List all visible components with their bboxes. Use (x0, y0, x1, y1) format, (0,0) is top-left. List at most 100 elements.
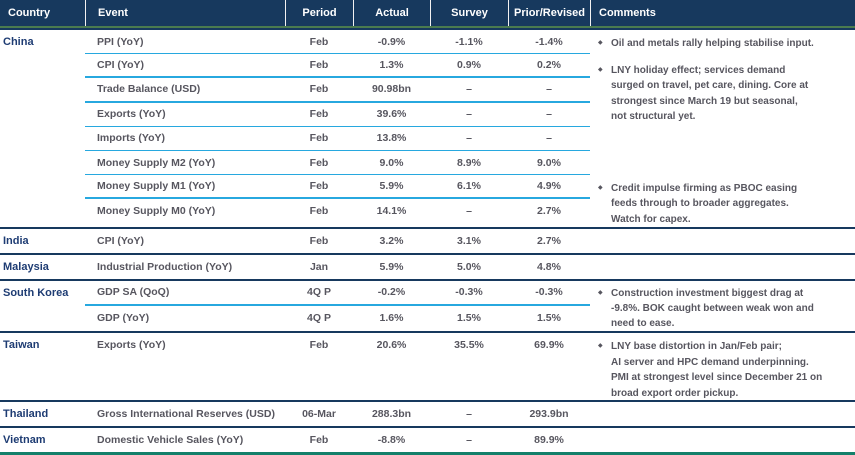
prior-cell: – (546, 108, 552, 121)
comment-text: Credit impulse firming as PBOC easing fe… (611, 182, 798, 225)
table-row: PPI (YoY) Feb -0.9% -1.1% -1.4% (85, 30, 590, 55)
col-header-actual: Actual (353, 0, 430, 27)
col-header-survey: Survey (430, 0, 508, 27)
comment-item: ◆ LNY holiday effect; services demand su… (598, 63, 851, 125)
actual-cell: 1.6% (379, 311, 404, 324)
prior-cell: -1.4% (535, 35, 563, 48)
table-row: Industrial Production (YoY) Jan 5.9% 5.0… (85, 255, 590, 279)
comment-item: ◆ Construction investment biggest drag a… (598, 286, 851, 331)
event-cell: GDP SA (QoQ) (97, 286, 170, 299)
table-row: Imports (YoY) Feb 13.8% – – (85, 127, 590, 151)
survey-cell: 6.1% (457, 180, 481, 193)
period-cell: Feb (309, 132, 329, 145)
bullet-diamond-icon: ◆ (598, 184, 603, 191)
event-cell: Money Supply M1 (YoY) (97, 180, 216, 193)
prior-cell: 4.9% (537, 180, 561, 193)
period-cell: 4Q P (307, 311, 331, 324)
period-cell: 06-Mar (302, 408, 336, 420)
event-cell: CPI (YoY) (97, 59, 145, 72)
survey-cell: 0.9% (457, 59, 481, 72)
period-cell: Jan (309, 261, 329, 273)
event-cell: Exports (YoY) (97, 339, 166, 352)
survey-cell: -0.3% (455, 286, 483, 299)
prior-cell: -0.3% (535, 286, 563, 299)
col-header-prior: Prior/Revised (508, 0, 590, 27)
survey-cell: 35.5% (454, 339, 484, 352)
prior-cell: 69.9% (534, 339, 564, 352)
country-label: Vietnam (3, 434, 46, 446)
bullet-diamond-icon: ◆ (598, 40, 603, 46)
period-cell: Feb (309, 156, 329, 169)
country-group-taiwan: Taiwan Exports (YoY) Feb 20.6% 35.5% 69.… (0, 331, 855, 400)
actual-cell: 5.9% (379, 261, 404, 273)
col-header-period: Period (285, 0, 353, 27)
actual-cell: 288.3bn (371, 408, 412, 420)
comments-cell: ◆ Oil and metals rally helping stabilise… (590, 30, 855, 227)
period-cell: Feb (309, 180, 329, 193)
table-row: Exports (YoY) Feb 20.6% 35.5% 69.9% (85, 333, 590, 358)
actual-cell: 5.9% (379, 180, 404, 193)
country-group-south-korea: South Korea GDP SA (QoQ) 4Q P -0.2% -0.3… (0, 279, 855, 331)
survey-cell: 8.9% (457, 156, 481, 169)
comments-cell: ◆ LNY base distortion in Jan/Feb pair; A… (590, 333, 855, 401)
comment-item: ◆ LNY base distortion in Jan/Feb pair; A… (598, 339, 851, 401)
event-cell: Exports (YoY) (97, 108, 166, 121)
country-label: China (3, 36, 34, 48)
table-row: Trade Balance (USD) Feb 90.98bn – – (85, 78, 590, 103)
event-cell: Trade Balance (USD) (97, 83, 201, 96)
actual-cell: -0.9% (377, 35, 406, 48)
event-cell: Gross International Reserves (USD) (97, 408, 275, 420)
survey-cell: – (466, 434, 472, 446)
survey-cell: – (466, 205, 472, 218)
period-cell: Feb (309, 35, 329, 48)
survey-cell: – (466, 132, 472, 145)
comments-cell (590, 229, 855, 253)
table-row: Money Supply M1 (YoY) Feb 5.9% 6.1% 4.9% (85, 175, 590, 200)
comment-item: ◆ Credit impulse firming as PBOC easing … (598, 181, 851, 228)
actual-cell: -8.8% (377, 434, 406, 446)
event-cell: Domestic Vehicle Sales (YoY) (97, 434, 244, 446)
table-row: Money Supply M0 (YoY) Feb 14.1% – 2.7% (85, 199, 590, 223)
period-cell: Feb (309, 339, 329, 352)
table-row: Money Supply M2 (YoY) Feb 9.0% 8.9% 9.0% (85, 151, 590, 176)
period-cell: Feb (309, 83, 329, 96)
country-label: Malaysia (3, 261, 49, 273)
event-cell: CPI (YoY) (97, 235, 145, 247)
event-cell: Imports (YoY) (97, 132, 166, 145)
comment-text: Oil and metals rally helping stabilise i… (611, 38, 814, 49)
period-cell: Feb (309, 205, 329, 218)
event-rows: Exports (YoY) Feb 20.6% 35.5% 69.9% (85, 333, 590, 401)
event-cell: Money Supply M2 (YoY) (97, 156, 216, 169)
actual-cell: 3.2% (379, 235, 404, 247)
actual-cell: 20.6% (376, 339, 407, 352)
actual-cell: 90.98bn (371, 83, 412, 96)
event-rows: Industrial Production (YoY) Jan 5.9% 5.0… (85, 255, 590, 279)
table-row: Gross International Reserves (USD) 06-Ma… (85, 402, 590, 426)
prior-cell: – (546, 132, 552, 145)
bullet-diamond-icon: ◆ (598, 343, 603, 349)
prior-cell: 2.7% (537, 235, 561, 247)
actual-cell: 14.1% (376, 205, 407, 218)
survey-cell: -1.1% (455, 35, 483, 48)
event-rows: Domestic Vehicle Sales (YoY) Feb -8.8% –… (85, 428, 590, 452)
prior-cell: – (546, 83, 552, 96)
comment-item: ◆ Oil and metals rally helping stabilise… (598, 36, 851, 52)
event-cell: GDP (YoY) (97, 311, 150, 324)
country-group-thailand: Thailand Gross International Reserves (U… (0, 400, 855, 426)
country-group-india: India CPI (YoY) Feb 3.2% 3.1% 2.7% (0, 227, 855, 253)
survey-cell: 5.0% (457, 261, 481, 273)
period-cell: Feb (309, 434, 329, 446)
period-cell: 4Q P (307, 286, 331, 299)
table-row: Exports (YoY) Feb 39.6% – – (85, 103, 590, 127)
survey-cell: – (466, 83, 472, 96)
table-row: GDP SA (QoQ) 4Q P -0.2% -0.3% -0.3% (85, 281, 590, 306)
event-cell: PPI (YoY) (97, 35, 144, 48)
col-header-country: Country (8, 7, 51, 20)
actual-cell: 1.3% (379, 59, 404, 72)
comment-text: LNY holiday effect; services demand surg… (611, 64, 809, 123)
actual-cell: 13.8% (376, 132, 407, 145)
prior-cell: 0.2% (537, 59, 561, 72)
table-header-row: Country Event Period Actual Survey Prior… (0, 0, 855, 27)
bullet-diamond-icon: ◆ (598, 290, 603, 296)
